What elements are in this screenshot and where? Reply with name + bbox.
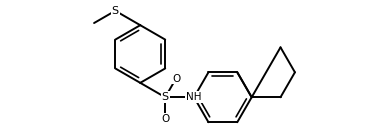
Text: S: S [162, 92, 169, 102]
Text: O: O [161, 114, 169, 124]
Text: NH: NH [186, 92, 202, 102]
Text: S: S [112, 6, 119, 16]
Text: O: O [172, 74, 180, 84]
